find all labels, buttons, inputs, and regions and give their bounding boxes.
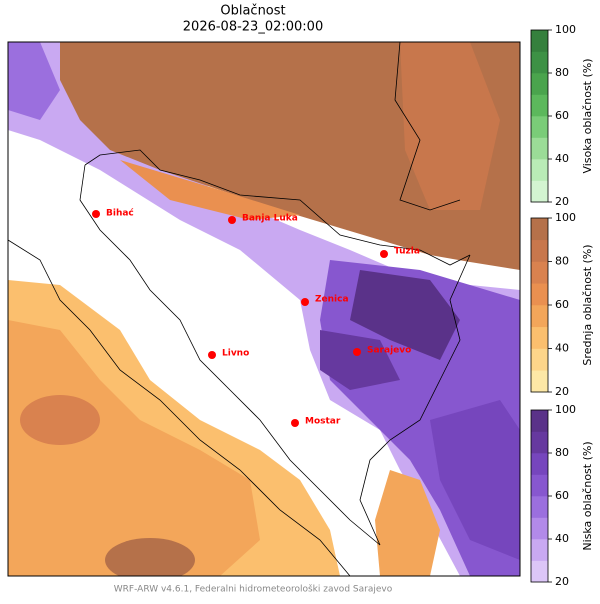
city-marker	[228, 216, 236, 224]
colorbar-band	[531, 73, 548, 95]
city-label: Bihać	[106, 208, 134, 219]
colorbar-label: Srednja oblačnost (%)	[581, 244, 594, 365]
colorbar-band	[531, 159, 548, 181]
city-marker	[291, 419, 299, 427]
map-title: Oblačnost	[220, 4, 285, 19]
colorbar-label: Niska oblačnost (%)	[581, 441, 594, 550]
city-label: Banja Luka	[242, 214, 298, 224]
colorbar-band	[531, 539, 548, 561]
colorbar-tick-label: 60	[555, 298, 569, 311]
colorbar-tick-label: 60	[555, 489, 569, 502]
colorbar-band	[531, 496, 548, 518]
city-label: Tuzla	[394, 247, 420, 257]
map-subtitle: 2026-08-23_02:00:00	[183, 20, 323, 35]
colorbar-band	[531, 137, 548, 160]
colorbar-band	[531, 261, 548, 284]
map: Bihać Banja Luka Tuzla Zenica Livno Sara…	[7, 41, 521, 577]
colorbar-band	[531, 239, 548, 262]
colorbar-band	[531, 30, 548, 52]
borders	[8, 42, 471, 576]
city-label: Sarajevo	[367, 346, 411, 356]
colorbar-band	[531, 326, 548, 349]
cities: Bihać Banja Luka Tuzla Zenica Livno Sara…	[92, 208, 420, 427]
colorbar-tick-label: 60	[555, 109, 569, 122]
colorbar-tick-label: 80	[555, 255, 569, 268]
colorbar-tick-label: 100	[555, 211, 576, 224]
city-label: Mostar	[305, 417, 341, 427]
colorbars: 20 40 60 80 100 Visoka oblačnost (%) 20 40 60 80 1…	[530, 23, 594, 588]
colorbar-band	[531, 431, 548, 454]
city-marker	[380, 250, 388, 258]
city-marker	[208, 351, 216, 359]
city-label: Livno	[222, 349, 249, 359]
colorbar-tick-label: 100	[555, 23, 576, 36]
colorbar-band	[531, 305, 548, 328]
colorbar-band	[531, 180, 548, 203]
cloud-fields	[8, 42, 520, 576]
colorbar-band	[531, 370, 548, 393]
colorbar-tick-label: 40	[555, 342, 569, 355]
colorbar-band	[531, 474, 548, 497]
colorbar-band	[531, 348, 548, 371]
colorbar-band	[531, 410, 548, 432]
colorbar-tick-label: 80	[555, 446, 569, 459]
colorbar-band	[531, 116, 548, 138]
city-marker	[301, 298, 309, 306]
colorbar-tick-label: 20	[555, 575, 569, 588]
colorbar-band	[531, 517, 548, 540]
map-frame	[7, 41, 521, 577]
colorbar-tick-label: 20	[555, 385, 569, 398]
colorbar-label: Visoka oblačnost (%)	[581, 58, 594, 173]
colorbar-tick-label: 40	[555, 532, 569, 545]
colorbar-band	[531, 218, 548, 241]
colorbar-tick-label: 80	[555, 66, 569, 79]
colorbar-band	[531, 453, 548, 475]
colorbar-tick-label: 100	[555, 403, 576, 416]
city-label: Zenica	[315, 295, 349, 305]
colorbar-band	[531, 283, 548, 306]
colorbar-tick-label: 20	[555, 195, 569, 208]
colorbar-band	[531, 94, 548, 117]
footer: WRF-ARW v4.6.1, Federalni hidrometeorolo…	[114, 584, 393, 595]
colorbar-band	[531, 51, 548, 74]
city-marker	[353, 348, 361, 356]
city-marker	[92, 210, 100, 218]
colorbar-band	[531, 560, 548, 583]
colorbar-tick-label: 40	[555, 152, 569, 165]
